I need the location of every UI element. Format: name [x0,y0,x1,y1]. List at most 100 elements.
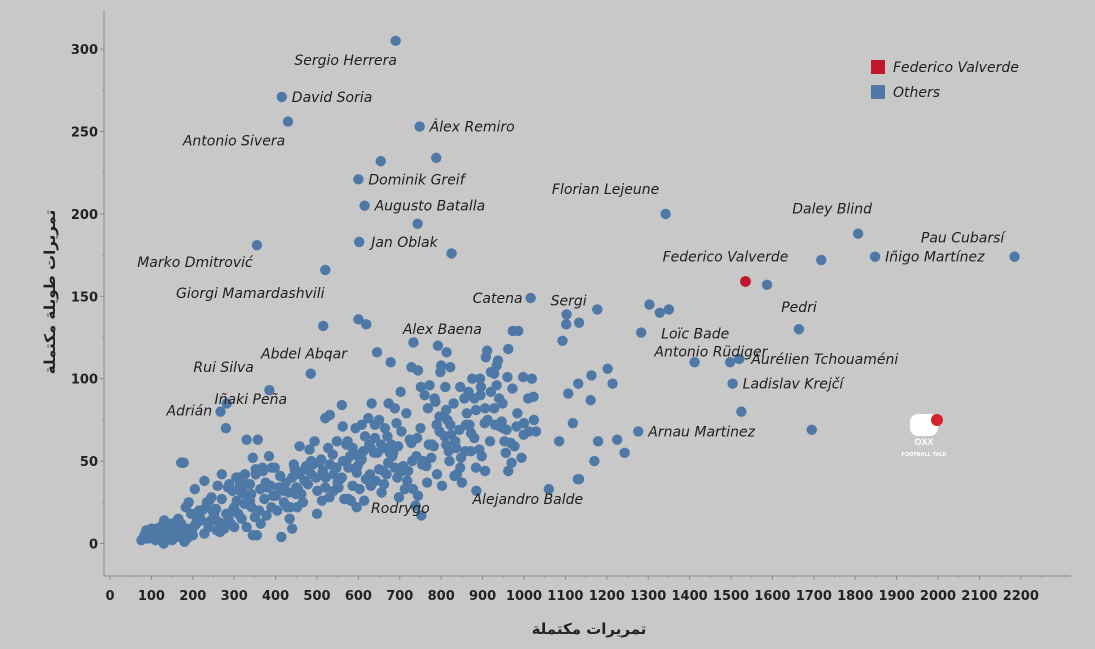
data-point [460,419,472,431]
data-point [395,386,406,398]
data-point [455,452,467,464]
data-point [284,513,295,524]
data-point [267,490,279,501]
data-point [426,452,437,464]
data-point [470,462,482,473]
data-point [375,155,386,167]
data-point [373,464,385,475]
x-tick-label: 800 [428,589,455,604]
data-point [369,432,381,444]
data-point [500,447,511,459]
data-point [516,452,527,464]
data-point [251,530,263,541]
x-tick-label: 500 [303,589,330,604]
data-point [465,446,477,457]
data-point [381,469,392,480]
data-point [191,515,203,526]
data-point [512,408,523,419]
data-point [331,436,343,447]
logo-badge [931,414,943,426]
data-point-labeled [852,228,864,239]
data-point [592,436,604,447]
data-point [263,450,275,462]
data-point [408,337,419,348]
data-point [356,454,367,465]
legend-label: Federico Valverde [893,60,1019,76]
data-point [450,442,462,454]
data-point [589,455,600,467]
data-point [456,477,468,488]
data-point [663,304,675,315]
data-point [406,361,417,373]
data-point-labeled [320,264,331,276]
data-point [816,254,827,266]
data-point [586,370,597,381]
point-label: Sergi [551,293,587,309]
data-point [343,493,354,505]
data-point-labeled [727,378,738,389]
data-point-labeled [305,368,316,379]
point-label-highlight: Federico Valverde [663,249,789,265]
logo-shape [910,414,938,436]
point-label: Daley Blind [792,202,872,218]
data-point [239,469,251,480]
data-point [373,414,385,426]
data-point [488,403,500,414]
data-point-highlight [740,276,751,287]
data-point-labeled [353,174,364,185]
point-label: Rodrygo [371,501,430,517]
data-points [136,35,1020,549]
x-tick-label: 700 [386,589,413,604]
data-point-labeled [215,406,226,417]
data-point [448,398,459,409]
data-point [320,482,331,493]
point-label: David Soria [292,90,373,106]
data-point [281,502,293,513]
data-point [436,360,447,371]
point-label: Pau Cubarsí [921,231,1007,247]
data-point [216,469,227,480]
data-point [480,352,492,363]
data-point [689,357,700,368]
data-point [444,455,455,467]
x-tick-label: 0 [105,589,114,604]
point-label: Pedri [781,300,817,316]
data-point [491,380,502,391]
y-tick-label: 200 [71,208,98,223]
data-point [446,248,457,259]
data-point [479,403,491,414]
data-point [306,469,317,480]
data-point [445,429,457,440]
data-point [528,414,540,426]
y-tick-label: 300 [71,43,98,58]
data-point [416,459,428,470]
x-tick-label: 300 [221,589,248,604]
data-point [136,535,147,546]
y-tick-label: 50 [80,455,98,470]
data-point [354,483,365,495]
y-tick-label: 100 [71,373,98,388]
data-point [736,406,747,417]
data-point [239,488,250,500]
data-point [269,462,280,473]
data-point [415,422,426,434]
data-point [421,477,433,488]
axes [103,10,1071,577]
data-point [183,497,194,508]
data-point [259,493,270,505]
data-point [484,436,496,447]
legend-label: Others [893,85,940,101]
data-point [619,447,630,459]
data-point [567,417,579,429]
data-point [440,439,452,450]
data-point [563,388,574,399]
data-point [607,378,618,389]
data-point [201,497,213,508]
point-label: Marko Dmitrović [137,255,254,271]
data-point-labeled [414,121,425,132]
x-tick-label: 1000 [506,589,542,604]
data-point [431,469,443,480]
point-label: Alex Baena [402,322,482,338]
data-point [262,482,273,493]
